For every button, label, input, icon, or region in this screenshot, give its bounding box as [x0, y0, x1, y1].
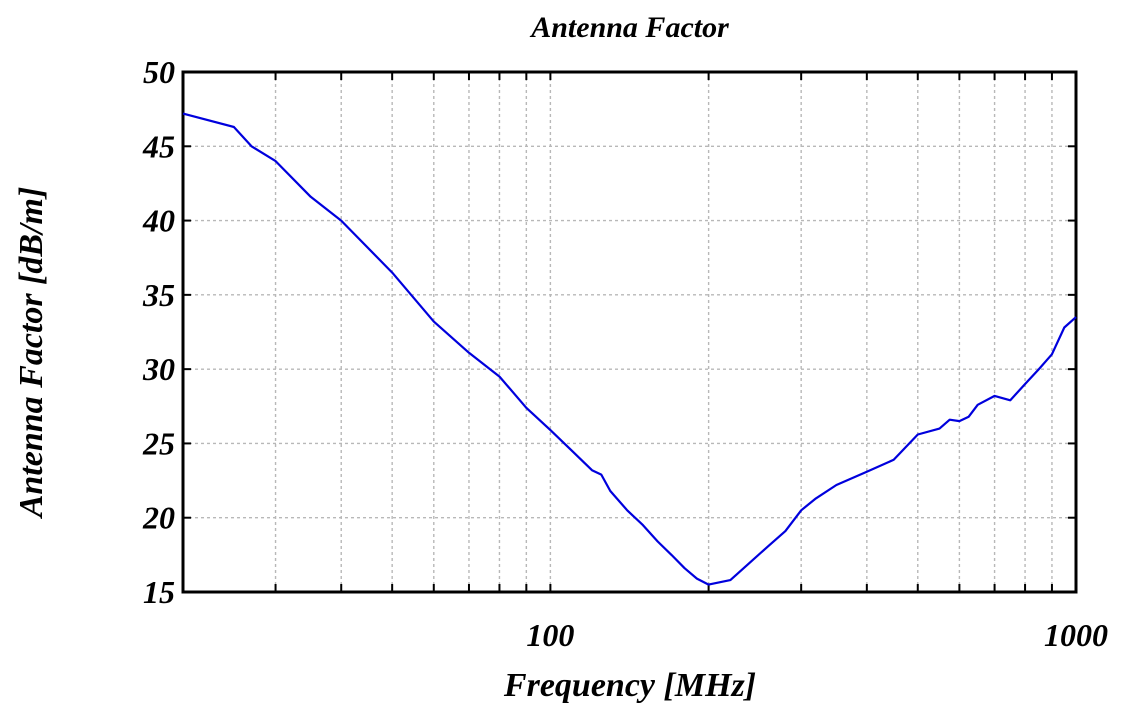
- y-tick-labels: 15 20 25 30 35 40 45 50: [142, 54, 175, 610]
- y-tick-label: 35: [142, 277, 175, 313]
- x-tick-label: 100: [526, 617, 574, 653]
- x-axis-title: Frequency [MHz]: [503, 667, 756, 704]
- x-tick-label: 1000: [1044, 617, 1108, 653]
- y-tick-label: 25: [142, 425, 175, 461]
- grid-lines: [183, 72, 1076, 592]
- y-tick-label: 20: [142, 500, 175, 536]
- tick-marks: [183, 71, 1076, 593]
- y-tick-label: 15: [143, 574, 175, 610]
- antenna-factor-series-line: [182, 112, 1077, 586]
- y-tick-label: 30: [142, 351, 175, 387]
- y-tick-label: 50: [143, 54, 175, 90]
- y-tick-label: 45: [142, 128, 175, 164]
- chart-title: Antenna Factor: [529, 11, 729, 44]
- y-axis-title: Antenna Factor [dB/m]: [13, 187, 50, 520]
- y-tick-label: 40: [142, 203, 175, 239]
- plot-frame: [181, 70, 1078, 594]
- x-tick-labels: 100 1000: [526, 617, 1108, 653]
